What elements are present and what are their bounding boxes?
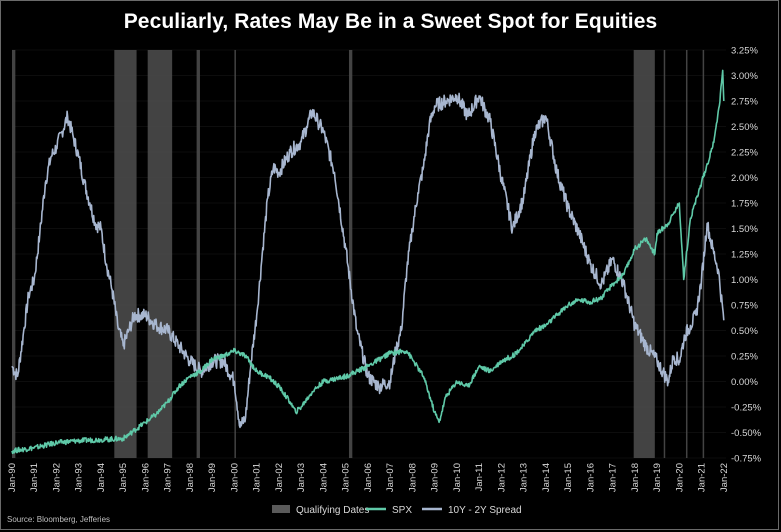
y-axis-ticks: 3.25% 3.00% 2.75% 2.50% 2.25% 2.00% 1.75% 1.50%… [731,46,762,465]
x-tick-label: Jan-17 [608,463,619,492]
qualifying-period-5 [348,50,353,458]
y-tick-label: -0.75% [731,454,762,465]
y-tick-label: 2.75% [731,97,758,108]
series-line-spx [11,69,725,455]
x-tick-label: Jan-94 [96,463,107,492]
x-tick-label: Jan-12 [496,463,507,492]
y-tick-label: 3.00% [731,71,758,82]
x-tick-label: Jan-03 [296,463,307,492]
y-tick-label: 0.50% [731,326,758,337]
x-axis-ticks: Jan-90 Jan-91 Jan-92 Jan-93 Jan-94 Jan-95 Jan-… [7,463,730,492]
y-tick-label: 1.75% [731,199,758,210]
source-note: Source: Bloomberg, Jefferies [7,515,111,524]
x-tick-label: Jan-91 [29,463,40,492]
qualifying-period-2 [147,50,173,458]
x-tick-label: Jan-21 [697,463,708,492]
legend-label-spx: SPX [392,505,412,516]
x-tick-label: Jan-96 [140,463,151,492]
x-tick-label: Jan-19 [652,463,663,492]
qualifying-period-1 [114,50,137,458]
y-tick-label: 2.00% [731,173,758,184]
y-tick-label: 0.75% [731,301,758,312]
x-tick-label: Jan-22 [719,463,730,492]
x-tick-label: Jan-99 [207,463,218,492]
x-tick-label: Jan-01 [252,463,263,492]
x-tick-label: Jan-11 [474,463,485,491]
x-tick-label: Jan-13 [519,463,530,492]
y-tick-label: 0.00% [731,377,758,388]
y-tick-label: 3.25% [731,46,758,57]
y-tick-label: 2.50% [731,122,758,133]
legend-swatch-qualifying-dates [272,505,290,513]
x-tick-label: Jan-97 [163,463,174,492]
y-tick-label: -0.25% [731,403,762,414]
legend: Qualifying Dates SPX 10Y - 2Y Spread [272,505,522,516]
x-tick-label: Jan-90 [7,463,18,492]
x-tick-label: Jan-09 [430,463,441,492]
series-layer [11,69,725,455]
legend-label-spread: 10Y - 2Y Spread [448,505,522,516]
x-tick-label: Jan-05 [341,463,352,492]
x-tick-label: Jan-93 [74,463,85,492]
x-tick-label: Jan-08 [407,463,418,492]
x-tick-label: Jan-18 [630,463,641,492]
x-tick-label: Jan-04 [318,463,329,492]
y-tick-label: 2.25% [731,148,758,159]
x-tick-label: Jan-95 [118,463,129,492]
x-tick-label: Jan-02 [274,463,285,492]
x-tick-label: Jan-06 [363,463,374,492]
x-tick-label: Jan-20 [674,463,685,492]
y-tick-label: 1.50% [731,224,758,235]
x-tick-label: Jan-16 [585,463,596,492]
x-tick-label: Jan-07 [385,463,396,492]
x-tick-label: Jan-15 [563,463,574,492]
y-tick-label: 1.00% [731,275,758,286]
y-tick-label: -0.50% [731,428,762,439]
qualifying-period-3 [196,50,200,458]
legend-label-qualifying-dates: Qualifying Dates [296,505,369,516]
x-tick-label: Jan-10 [452,463,463,492]
y-tick-label: 0.25% [731,352,758,363]
series-line-spread [11,92,725,429]
x-tick-label: Jan-00 [229,463,240,492]
qualifying-period-0 [12,50,16,458]
x-tick-label: Jan-92 [51,463,62,492]
qualifying-period-7 [663,50,666,458]
y-tick-label: 1.25% [731,250,758,261]
x-tick-label: Jan-98 [185,463,196,492]
qualifying-period-4 [234,50,236,458]
chart-title: Peculiarly, Rates May Be in a Sweet Spot… [123,10,658,33]
x-tick-label: Jan-14 [541,463,552,492]
